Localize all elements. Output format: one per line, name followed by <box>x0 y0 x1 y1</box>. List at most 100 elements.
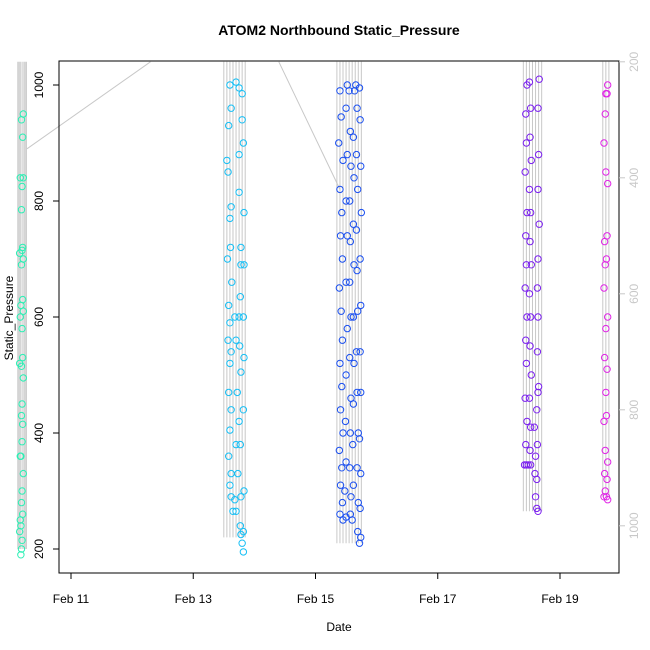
data-point <box>534 150 543 159</box>
data-point <box>346 197 354 205</box>
data-point <box>337 113 345 121</box>
data-point <box>347 162 355 170</box>
data-point <box>357 162 365 170</box>
data-point <box>357 208 366 217</box>
data-point <box>602 411 611 420</box>
data-point <box>235 417 243 426</box>
data-point <box>523 208 531 217</box>
data-point <box>353 527 362 536</box>
data-point <box>350 359 358 368</box>
transit-line <box>278 61 341 190</box>
y-tick-label: 1000 <box>32 71 46 98</box>
data-point <box>345 87 353 95</box>
data-point <box>16 174 24 182</box>
y-tick-label: 600 <box>32 307 46 327</box>
data-point <box>533 440 542 449</box>
data-point <box>346 127 355 136</box>
data-point <box>527 261 535 269</box>
data-point <box>17 551 25 559</box>
data-point <box>235 84 243 92</box>
data-point <box>350 174 358 182</box>
data-point <box>19 255 28 263</box>
data-point <box>341 487 349 495</box>
data-point <box>225 452 233 460</box>
data-point <box>16 516 24 524</box>
x-tick-label: Feb 15 <box>297 592 335 606</box>
data-point <box>19 469 28 478</box>
data-point <box>16 452 24 460</box>
data-point <box>232 78 240 86</box>
y-tick-label: 200 <box>32 539 46 559</box>
data-point <box>239 548 248 556</box>
data-point <box>224 168 232 176</box>
data-point <box>226 214 234 223</box>
data-point <box>526 208 535 217</box>
data-point <box>338 208 346 217</box>
data-point <box>526 423 535 431</box>
y-axis-label: Static_Pressure <box>2 275 16 360</box>
data-point <box>348 516 356 524</box>
data-point <box>342 197 350 205</box>
data-point <box>526 104 535 112</box>
data-point <box>534 185 542 194</box>
y2-tick-label: 400 <box>627 167 641 187</box>
data-point <box>535 75 543 83</box>
data-point <box>353 185 362 194</box>
data-point <box>336 185 344 194</box>
data-point <box>231 496 239 504</box>
data-point <box>602 324 610 333</box>
data-point <box>600 284 608 292</box>
data-point <box>338 336 347 344</box>
data-point <box>226 243 235 252</box>
data-point <box>530 423 539 431</box>
data-point <box>343 232 351 240</box>
data-point <box>335 446 344 455</box>
x-tick-label: Feb 19 <box>541 592 579 606</box>
data-point <box>350 261 358 269</box>
data-point <box>338 255 347 263</box>
data-point <box>526 342 534 350</box>
data-point <box>525 290 534 298</box>
data-point <box>522 139 531 147</box>
data-point <box>336 510 344 518</box>
data-point <box>533 406 541 414</box>
data-point <box>237 493 245 501</box>
data-point <box>15 249 24 257</box>
data-point <box>335 139 343 147</box>
data-point <box>521 168 529 176</box>
data-point <box>353 104 361 112</box>
data-point <box>521 394 529 402</box>
data-point <box>534 388 542 397</box>
data-point <box>236 293 245 301</box>
data-point <box>533 475 541 484</box>
data-point <box>18 438 26 446</box>
data-point <box>226 426 234 434</box>
data-point <box>236 522 245 530</box>
data-point <box>223 255 232 263</box>
data-point <box>353 388 361 397</box>
data-point <box>236 342 244 350</box>
data-point <box>357 533 365 542</box>
data-point <box>234 469 242 478</box>
data-point <box>19 353 27 362</box>
series-group <box>520 75 543 515</box>
data-point <box>226 319 234 327</box>
data-point <box>235 150 243 159</box>
data-point <box>240 353 248 362</box>
data-point <box>603 313 612 321</box>
data-point <box>526 461 535 469</box>
data-point <box>19 374 28 382</box>
data-point <box>239 527 248 536</box>
data-point <box>356 116 364 124</box>
data-point <box>17 545 26 553</box>
data-point <box>526 237 534 246</box>
data-point <box>526 313 535 321</box>
data-point <box>534 313 542 321</box>
data-point <box>19 174 28 182</box>
data-point <box>535 220 543 228</box>
data-point <box>346 464 354 472</box>
data-point <box>232 440 240 449</box>
points-layer <box>15 75 612 559</box>
